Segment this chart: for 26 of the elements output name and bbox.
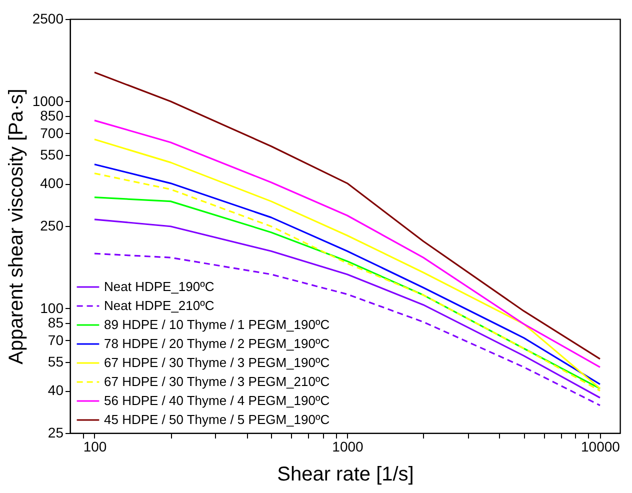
y-tick-label: 25	[48, 424, 64, 440]
legend-label: 89 HDPE / 10 Thyme / 1 PEGM_190ºC	[104, 317, 330, 332]
legend-label: 67 HDPE / 30 Thyme / 3 PEGM_190ºC	[104, 355, 330, 370]
y-tick-label: 70	[48, 332, 64, 348]
legend-label: Neat HDPE_210ºC	[104, 298, 214, 313]
y-tick-label: 40	[48, 382, 64, 398]
y-tick-label: 100	[40, 300, 64, 316]
y-tick-label: 250	[40, 218, 64, 234]
y-tick-label: 1000	[32, 92, 64, 109]
y-tick-label: 85	[48, 314, 64, 330]
x-axis-title: Shear rate [1/s]	[277, 464, 414, 486]
y-tick-label: 550	[40, 146, 64, 163]
legend-label: 67 HDPE / 30 Thyme / 3 PEGM_210ºC	[104, 374, 330, 389]
x-tick-label: 100	[83, 438, 107, 454]
y-tick-label: 850	[40, 107, 64, 124]
y-tick-label: 2500	[32, 10, 64, 26]
legend-label: Neat HDPE_190ºC	[104, 279, 214, 294]
y-tick-label: 400	[40, 175, 64, 192]
x-tick-label: 1000	[332, 438, 364, 454]
legend-label: 78 HDPE / 20 Thyme / 2 PEGM_190ºC	[104, 336, 330, 351]
y-tick-label: 55	[48, 354, 64, 370]
y-tick-label: 700	[40, 124, 64, 141]
legend-label: 56 HDPE / 40 Thyme / 4 PEGM_190ºC	[104, 393, 330, 408]
y-axis-title: Apparent shear viscosity [Pa·s]	[5, 88, 28, 364]
x-tick-label: 10000	[581, 438, 620, 454]
legend-label: 45 HDPE / 50 Thyme / 5 PEGM_190ºC	[104, 412, 330, 427]
